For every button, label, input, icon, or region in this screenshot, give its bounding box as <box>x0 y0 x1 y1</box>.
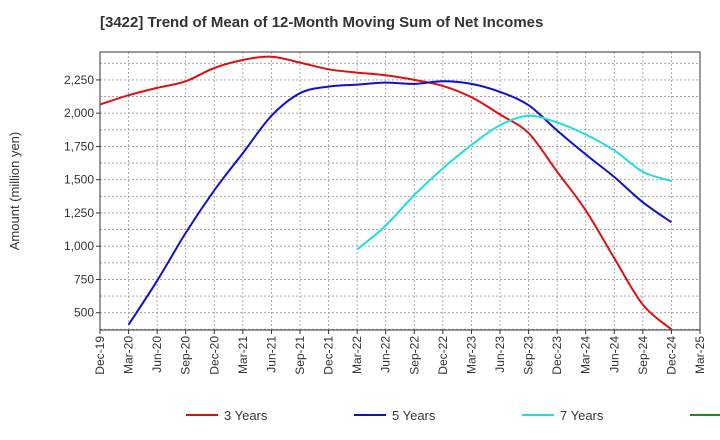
x-tick-label: Dec-19 <box>93 336 107 375</box>
y-tick-label: 1,000 <box>64 239 94 253</box>
x-tick-label: Mar-25 <box>693 336 707 374</box>
x-tick-label: Jun-23 <box>493 336 507 373</box>
x-tick-label: Sep-22 <box>407 336 421 375</box>
plot-frame <box>99 51 701 331</box>
y-tick-label: 2,000 <box>64 106 94 120</box>
legend-label-5-years: 5 Years <box>392 408 436 423</box>
x-tick-label: Dec-21 <box>322 336 336 375</box>
legend-label-3-years: 3 Years <box>224 408 268 423</box>
y-tick-label: 1,250 <box>64 206 94 220</box>
x-tick-label: Sep-21 <box>293 336 307 375</box>
series-line-5-years <box>127 80 672 326</box>
x-tick-label: Mar-24 <box>579 336 593 374</box>
y-tick-label: 1,750 <box>64 139 94 153</box>
x-tick-label: Jun-20 <box>150 336 164 373</box>
y-tick-label: 1,500 <box>64 173 94 187</box>
grid-lines <box>100 52 700 330</box>
legend-label-7-years: 7 Years <box>560 408 604 423</box>
y-axis-title: Amount (million yen) <box>7 132 22 251</box>
x-tick-label: Sep-20 <box>179 336 193 375</box>
y-tick-label: 500 <box>74 306 94 320</box>
x-tick-label: Jun-24 <box>607 336 621 373</box>
y-tick-label: 2,250 <box>64 73 94 87</box>
x-tick-label: Mar-23 <box>464 336 478 374</box>
plot-area <box>100 52 700 330</box>
x-tick-label: Mar-20 <box>122 336 136 374</box>
y-tick-label: 750 <box>74 272 94 286</box>
x-tick-label: Sep-24 <box>636 336 650 375</box>
series-line-3-years <box>99 55 673 331</box>
x-tick-label: Dec-20 <box>207 336 221 375</box>
x-tick-label: Mar-21 <box>236 336 250 374</box>
y-axis-ticks: 500 750 1,000 1,250 1,500 1,750 2,000 2,250 <box>64 73 100 320</box>
x-tick-label: Mar-22 <box>350 336 364 374</box>
x-axis-ticks: Dec-19 Mar-20 Jun-20 Sep-20 Dec-20 Mar-21 Jun-… <box>93 330 707 375</box>
series-lines <box>99 55 673 331</box>
x-tick-label: Dec-22 <box>436 336 450 375</box>
x-tick-label: Dec-23 <box>550 336 564 375</box>
x-tick-label: Jun-21 <box>264 336 278 373</box>
x-tick-label: Sep-23 <box>522 336 536 375</box>
x-tick-label: Jun-22 <box>379 336 393 373</box>
x-tick-label: Dec-24 <box>664 336 678 375</box>
chart-title: [3422] Trend of Mean of 12-Month Moving … <box>100 14 544 31</box>
series-line-7-years <box>356 114 672 251</box>
